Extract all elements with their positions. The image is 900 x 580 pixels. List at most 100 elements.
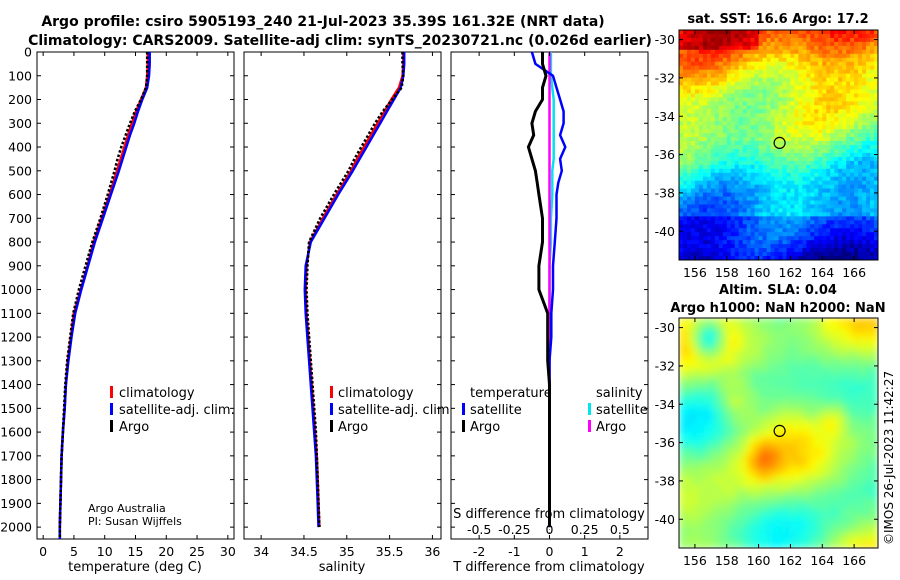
map-cell [774,34,780,39]
map-cell [750,345,756,351]
map-cell [854,81,859,87]
map-cell [830,456,835,462]
map-cell [870,192,875,198]
map-cell [762,452,768,458]
map-cell [690,397,696,402]
map-cell [850,133,855,138]
map-cell [702,192,708,198]
map-cell [762,200,768,206]
map-cell [842,349,847,355]
map-cell [690,448,696,454]
map-cell [810,417,815,422]
map-cell [710,413,716,418]
map-cell [694,256,700,260]
map-cell [706,137,712,142]
map-cell [818,41,823,47]
map-cell [762,109,768,114]
map-cell [854,361,859,367]
map-cell [758,34,764,39]
map-cell [838,105,843,110]
map-cell [754,208,760,213]
map-cell [750,188,756,194]
map-cell [679,49,684,55]
map-cell [874,248,878,253]
map-cell [818,168,823,174]
map-cell [778,34,784,39]
map-cell [754,329,760,335]
map-cell [802,224,807,229]
map-cell [834,437,839,442]
map-cell [698,34,704,39]
map-cell [722,397,728,402]
map-cell [714,413,720,418]
map-cell [858,105,863,110]
map-cell [818,109,823,114]
map-cell [683,168,688,174]
map-cell [838,141,843,146]
map-cell [706,109,712,114]
map-cell [742,433,748,438]
map-cell [762,204,768,210]
map-cell [738,101,744,106]
map-cell [766,200,772,206]
map-cell [754,224,760,229]
map-cell [730,232,736,237]
map-cell [826,34,831,39]
map-cell [814,377,819,383]
map-cell [838,192,843,198]
map-cell [862,125,867,130]
map-cell [790,337,795,343]
map-cell [814,325,819,331]
map-cell [862,252,867,257]
map-cell [706,204,712,210]
map-cell [858,377,863,383]
map-cell [806,369,811,375]
map-cell [862,425,867,430]
map-cell [770,373,776,379]
map-cell [679,77,684,83]
map-cell [722,413,728,418]
map-cell [698,244,704,249]
map-cell [683,256,688,260]
map-cell [746,73,752,79]
map-cell [806,180,811,186]
map-cell [710,113,716,118]
map-cell [750,137,756,142]
map-cell [798,57,803,63]
map-cell [806,93,811,98]
map-cell [726,121,732,126]
map-cell [710,208,716,213]
map-cell [826,224,831,229]
map-cell [734,30,740,35]
map-cell [850,57,855,63]
map-cell [702,149,708,154]
map-cell [814,49,819,55]
map-cell [830,228,835,233]
map-cell [679,184,684,190]
map-cell [758,365,764,371]
legend-swatch-temp-argo [462,420,465,432]
map-cell [766,341,772,347]
map-cell [802,244,807,249]
map-cell [846,85,851,91]
map-cell [738,224,744,229]
map-cell [702,89,708,95]
map-cell [850,318,855,323]
map-cell [866,41,871,47]
map-cell [762,448,768,454]
map-cell [830,433,835,438]
map-cell [846,322,851,327]
map-cell [774,318,780,323]
map-cell [802,329,807,335]
x-tick-label: 2 [616,544,624,559]
map-cell [750,369,756,375]
map-cell [810,196,815,202]
map-cell [798,89,803,95]
map-cell [730,192,736,198]
map-cell [790,325,795,331]
map-cell [778,97,784,102]
map-cell [810,413,815,418]
map-cell [698,73,704,79]
map-cell [826,145,831,150]
map-cell [782,117,788,122]
